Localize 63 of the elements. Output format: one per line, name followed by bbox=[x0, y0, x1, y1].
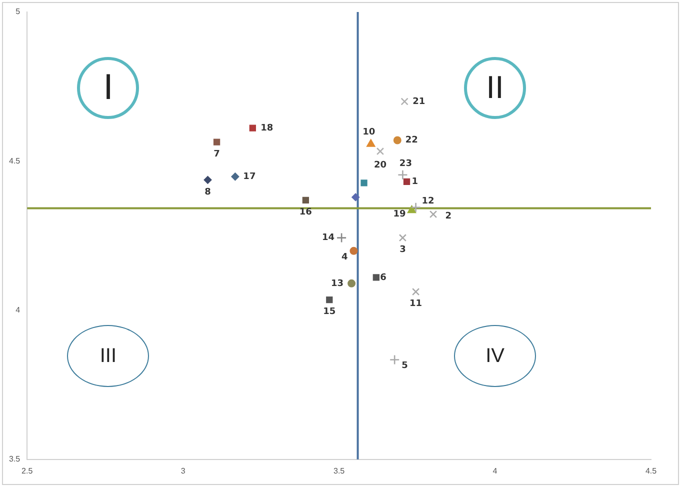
series-label: 15 bbox=[323, 307, 336, 318]
annotation: I bbox=[103, 68, 114, 108]
point bbox=[249, 124, 256, 132]
ellipse-outline: III bbox=[67, 325, 150, 388]
point bbox=[398, 170, 408, 180]
series-label: 11 bbox=[410, 299, 422, 310]
point bbox=[372, 274, 380, 281]
ellipse-outline: I bbox=[77, 57, 140, 120]
x-tick-label: 2.5 bbox=[22, 466, 34, 476]
series-label: 17 bbox=[243, 172, 256, 182]
point bbox=[403, 178, 410, 186]
point bbox=[231, 172, 240, 181]
x-tick-label: 4.5 bbox=[645, 466, 658, 476]
point bbox=[393, 136, 402, 144]
point bbox=[204, 176, 212, 184]
annotation: III bbox=[100, 344, 117, 368]
series-label: 4 bbox=[341, 252, 348, 262]
ellipse-outline: II bbox=[464, 57, 526, 120]
annotation: II bbox=[486, 70, 504, 106]
point bbox=[213, 138, 220, 146]
ellipse-outline: IV bbox=[454, 325, 536, 388]
series-label: 12 bbox=[422, 196, 434, 207]
y-tick-label: 4 bbox=[16, 305, 21, 314]
point bbox=[326, 296, 333, 304]
series-label: 16 bbox=[299, 208, 312, 218]
series-label: 18 bbox=[260, 123, 274, 134]
point bbox=[336, 232, 347, 243]
series-label: 3 bbox=[400, 245, 406, 256]
y-tick-label: 3.5 bbox=[8, 454, 21, 464]
series-label: 1 bbox=[412, 177, 418, 188]
x-tick-label: 4 bbox=[492, 466, 498, 476]
series-label: 5 bbox=[402, 361, 408, 372]
x-tick-label: 3.5 bbox=[334, 466, 346, 476]
y-tick-label: 5 bbox=[16, 7, 21, 16]
point bbox=[412, 288, 420, 296]
point bbox=[398, 234, 407, 242]
x-tick-label: 3 bbox=[180, 466, 186, 476]
series-label: 2 bbox=[445, 212, 452, 222]
series-label: 14 bbox=[322, 233, 335, 244]
series-label: 6 bbox=[380, 272, 386, 283]
point bbox=[302, 196, 310, 204]
y-tick-label: 4.5 bbox=[8, 156, 21, 166]
series-label: 21 bbox=[412, 96, 426, 107]
point bbox=[348, 279, 356, 288]
point bbox=[410, 202, 421, 213]
point bbox=[376, 147, 384, 156]
point bbox=[429, 210, 438, 218]
series-label: 22 bbox=[405, 136, 418, 146]
series-label: 10 bbox=[362, 127, 376, 138]
series-label: 8 bbox=[204, 187, 211, 198]
series-label: 13 bbox=[331, 278, 344, 289]
annotation: IV bbox=[486, 344, 504, 368]
point bbox=[407, 205, 416, 214]
series-label: 19 bbox=[393, 210, 406, 220]
point bbox=[389, 354, 400, 365]
point bbox=[360, 180, 368, 186]
series-label: 20 bbox=[374, 160, 386, 171]
series-label: 23 bbox=[399, 159, 412, 170]
point bbox=[400, 98, 408, 106]
point bbox=[352, 193, 360, 202]
series-label: 7 bbox=[214, 149, 220, 160]
point bbox=[366, 139, 376, 147]
point bbox=[350, 246, 358, 255]
